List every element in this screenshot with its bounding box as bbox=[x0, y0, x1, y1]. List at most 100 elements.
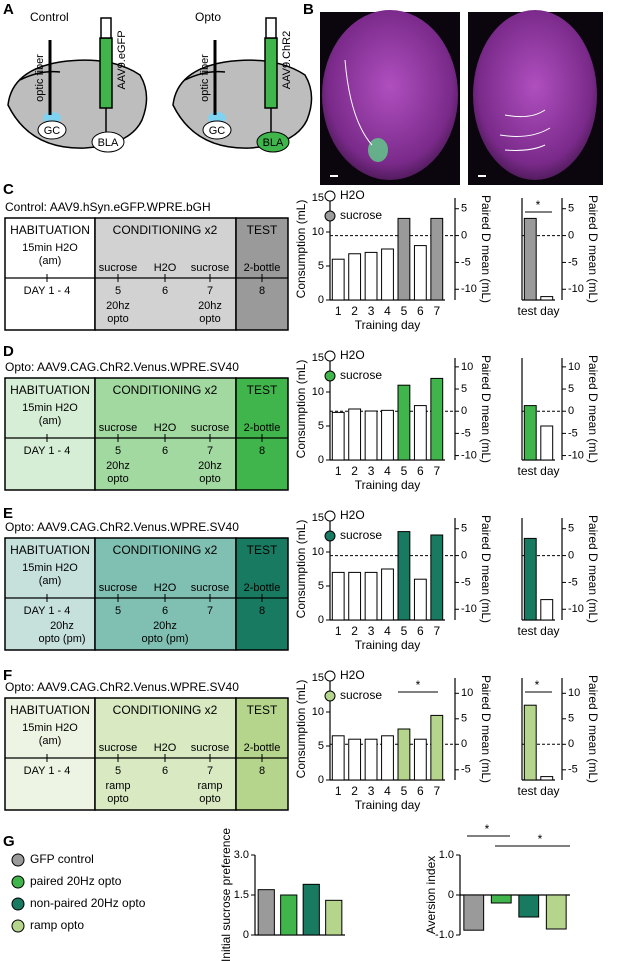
habituation-text: 15min H2O bbox=[22, 402, 78, 414]
gc-region bbox=[37, 120, 67, 140]
y-tick-label: 0 bbox=[318, 614, 324, 626]
phase-label: CONDITIONING x2 bbox=[113, 703, 218, 717]
fiber-label: optic fiber bbox=[34, 54, 46, 102]
conditioning-note: opto (pm) bbox=[141, 633, 188, 645]
day-label: 5 bbox=[115, 445, 121, 457]
habituation-text: (am) bbox=[39, 255, 62, 267]
bar bbox=[430, 217, 444, 301]
y2-tick-label: -10 bbox=[461, 283, 477, 295]
legend-swatch bbox=[11, 897, 25, 911]
significance-label: * bbox=[535, 678, 540, 692]
plunger bbox=[265, 17, 277, 39]
y-tick-label: 1.5 bbox=[234, 889, 249, 901]
y-tick-label: 0 bbox=[448, 889, 454, 901]
panel-label: G bbox=[3, 833, 15, 850]
x-tick-label: 1 bbox=[335, 624, 342, 638]
y-tick-label: 10 bbox=[312, 706, 324, 718]
y2-tick-label: 10 bbox=[461, 687, 473, 699]
bar bbox=[364, 410, 378, 461]
bla-region bbox=[256, 131, 290, 153]
legend-swatch bbox=[324, 370, 336, 382]
habituation-text: 15min H2O bbox=[22, 722, 78, 734]
bar bbox=[397, 728, 411, 781]
day-label: DAY 1 - 4 bbox=[24, 285, 71, 297]
y2-tick-label: -5 bbox=[568, 576, 578, 588]
phase-label: TEST bbox=[247, 223, 278, 237]
solution-label: 2-bottle bbox=[244, 262, 281, 274]
bar bbox=[364, 571, 378, 621]
significance-label: * bbox=[485, 822, 490, 836]
bar bbox=[348, 738, 362, 781]
y2-tick-label: -10 bbox=[568, 603, 584, 615]
solution-label: 2-bottle bbox=[244, 422, 281, 434]
plunger bbox=[100, 17, 112, 39]
legend-label: sucrose bbox=[340, 528, 382, 542]
x-tick-label: 7 bbox=[433, 624, 440, 638]
phase-label: HABITUATION bbox=[10, 223, 90, 237]
x-tick-label: 5 bbox=[401, 304, 408, 318]
x-axis-label: Training day bbox=[355, 638, 421, 652]
bar bbox=[463, 894, 485, 931]
day-label: 6 bbox=[162, 765, 168, 777]
x-axis-label: test day bbox=[517, 304, 559, 318]
y-axis-label: Aversion index bbox=[424, 856, 438, 935]
y2-tick-label: -10 bbox=[568, 449, 584, 461]
day-label: 5 bbox=[115, 765, 121, 777]
y2-tick-label: 0 bbox=[461, 738, 467, 750]
bar bbox=[523, 405, 537, 461]
bar bbox=[523, 217, 537, 301]
bar bbox=[523, 537, 537, 621]
x-tick-label: 4 bbox=[384, 464, 391, 478]
legend-swatch bbox=[324, 210, 336, 222]
bar bbox=[397, 384, 411, 461]
syringe bbox=[99, 37, 113, 109]
conditioning-note: ramp bbox=[197, 780, 222, 792]
bar bbox=[280, 894, 298, 936]
scale-bar bbox=[478, 175, 486, 177]
day-label: DAY 1 - 4 bbox=[24, 765, 71, 777]
y-tick-label: -1.0 bbox=[435, 929, 454, 941]
legend-label: H2O bbox=[340, 668, 365, 682]
legend-swatch bbox=[11, 853, 25, 867]
y2-tick-label: 0 bbox=[461, 229, 467, 241]
syringe bbox=[264, 37, 278, 109]
day-label: 7 bbox=[207, 765, 213, 777]
y2-axis-label: Paired D mean (mL) bbox=[586, 515, 600, 623]
x-axis-label: test day bbox=[517, 784, 559, 798]
y2-tick-label: 5 bbox=[568, 203, 574, 215]
bar bbox=[545, 894, 567, 930]
phase-label: CONDITIONING x2 bbox=[113, 223, 218, 237]
day-label: 8 bbox=[259, 285, 265, 297]
day-label: 6 bbox=[162, 285, 168, 297]
bar bbox=[348, 571, 362, 621]
solution-label: sucrose bbox=[191, 582, 230, 594]
legend-swatch bbox=[11, 875, 25, 889]
legend-label: sucrose bbox=[340, 208, 382, 222]
protocol-title: Opto: AAV9.CAG.ChR2.Venus.WPRE.SV40 bbox=[5, 360, 239, 374]
bar bbox=[540, 776, 554, 781]
bar bbox=[523, 704, 537, 781]
y2-tick-label: 0 bbox=[568, 549, 574, 561]
bar bbox=[413, 245, 427, 301]
conditioning-note: 20hz bbox=[198, 300, 222, 312]
panel-label: F bbox=[3, 667, 12, 684]
conditioning-note: opto bbox=[107, 313, 128, 325]
solution-label: 2-bottle bbox=[244, 742, 281, 754]
legend-swatch bbox=[324, 510, 336, 522]
day-label: 8 bbox=[259, 445, 265, 457]
x-axis-label: test day bbox=[517, 624, 559, 638]
y-tick-label: 15 bbox=[312, 352, 324, 364]
y-tick-label: 10 bbox=[312, 546, 324, 558]
y-axis-label: Consumption (mL) bbox=[294, 360, 308, 459]
legend-swatch bbox=[324, 350, 336, 362]
solution-label: 2-bottle bbox=[244, 582, 281, 594]
phase-label: HABITUATION bbox=[10, 543, 90, 557]
bar bbox=[540, 425, 554, 461]
x-tick-label: 6 bbox=[417, 624, 424, 638]
x-tick-label: 7 bbox=[433, 784, 440, 798]
y2-axis-label: Paired D mean (mL) bbox=[479, 515, 493, 623]
y-tick-label: 10 bbox=[312, 226, 324, 238]
region-label: GC bbox=[44, 125, 61, 137]
panel-label: D bbox=[3, 343, 14, 360]
y2-axis-label: Paired D mean (mL) bbox=[586, 355, 600, 463]
